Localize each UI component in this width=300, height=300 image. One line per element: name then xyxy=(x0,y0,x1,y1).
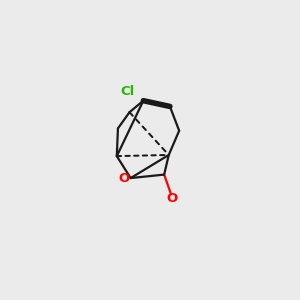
Text: Cl: Cl xyxy=(120,85,134,98)
Text: O: O xyxy=(118,172,129,184)
Text: O: O xyxy=(166,192,177,206)
